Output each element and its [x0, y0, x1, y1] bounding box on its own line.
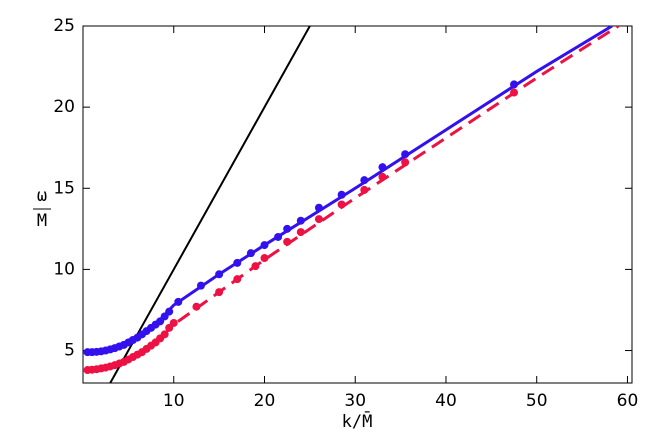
x-tick-label: 60	[617, 391, 639, 411]
data-point	[246, 249, 255, 258]
data-point	[401, 150, 410, 159]
data-point	[260, 254, 269, 263]
data-point	[233, 258, 242, 267]
y-tick-label: 20	[53, 97, 75, 117]
y-tick-label: 10	[53, 259, 75, 279]
plot-frame	[82, 25, 633, 384]
x-tick-label: 40	[435, 391, 457, 411]
y-axis-label-denominator: M	[37, 211, 47, 231]
y-tick-label: 25	[53, 16, 75, 36]
x-tick-label: 20	[254, 391, 276, 411]
data-point	[510, 88, 519, 97]
data-point	[174, 297, 183, 306]
series-line	[109, 26, 311, 383]
data-point	[165, 307, 174, 316]
data-point	[160, 330, 169, 339]
data-point	[233, 275, 242, 284]
data-point	[296, 228, 305, 237]
series-line	[83, 26, 613, 354]
data-point	[274, 232, 283, 241]
data-point	[169, 318, 178, 327]
y-tick-label: 5	[64, 341, 75, 361]
data-point	[283, 237, 292, 246]
data-point	[215, 270, 224, 279]
x-tick-label: 50	[526, 391, 548, 411]
data-point	[360, 185, 369, 194]
data-point	[260, 241, 269, 250]
data-point	[360, 176, 369, 185]
data-point	[337, 190, 346, 199]
data-point	[378, 163, 387, 172]
data-point	[196, 281, 205, 290]
x-tick-label: 30	[344, 391, 366, 411]
data-point	[337, 200, 346, 209]
data-point	[378, 172, 387, 181]
data-point	[283, 224, 292, 233]
x-tick-label: 10	[163, 391, 185, 411]
data-point	[314, 203, 323, 212]
y-tick-label: 15	[53, 178, 75, 198]
data-point	[251, 262, 260, 271]
data-point	[314, 215, 323, 224]
plot-area	[83, 26, 620, 383]
data-point	[296, 216, 305, 225]
data-point	[192, 302, 201, 311]
data-point	[510, 80, 519, 89]
data-point	[401, 158, 410, 167]
y-axis-label-numerator: ω	[37, 186, 47, 206]
data-point	[215, 288, 224, 297]
x-axis-label: k/M̄	[342, 410, 373, 432]
